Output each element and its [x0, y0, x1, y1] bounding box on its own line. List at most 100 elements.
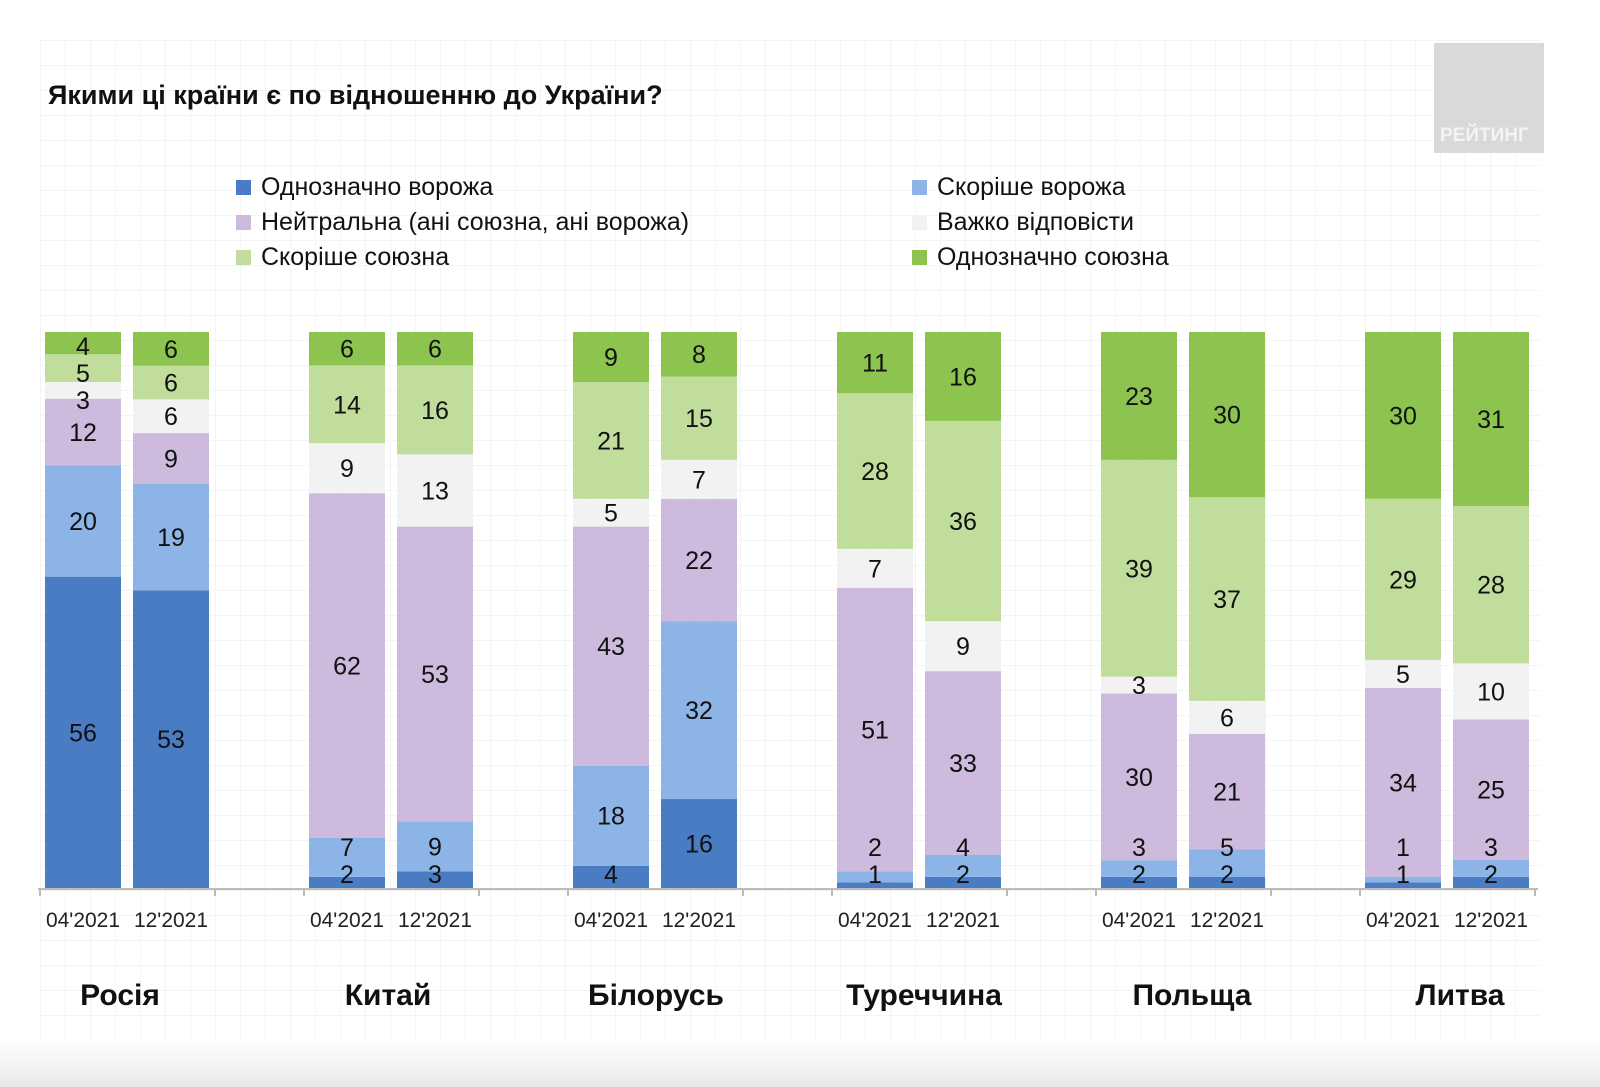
data-label: 33: [949, 750, 977, 778]
data-label: 31: [1477, 406, 1505, 434]
bar-segment: [1101, 693, 1177, 861]
logo-text: РЕЙТИНГ: [1440, 125, 1529, 146]
bar-segment: [1453, 663, 1529, 720]
bar-segment: [661, 621, 737, 800]
data-label: 30: [1389, 402, 1417, 430]
bar-segment: [397, 871, 473, 888]
bar-segment: [133, 590, 209, 888]
bar-segment: [925, 876, 1001, 888]
data-label: 51: [861, 717, 889, 745]
legend-label: Скоріше ворожа: [937, 173, 1126, 201]
bar-segment: [45, 354, 121, 383]
bar-segment: [309, 876, 385, 888]
data-label: 30: [1213, 402, 1241, 430]
bar-segment: [133, 433, 209, 484]
bar-segment: [133, 332, 209, 366]
data-label: 6: [1220, 704, 1234, 732]
x-tick-label: 04'2021: [1102, 909, 1176, 932]
bottom-fade: [0, 1040, 1600, 1087]
bar-segment: [573, 382, 649, 499]
bar-segment: [1189, 849, 1265, 877]
bar-segment: [573, 498, 649, 527]
data-label: 9: [340, 455, 354, 483]
data-label: 2: [1484, 861, 1498, 889]
bar-segment: [661, 799, 737, 888]
data-label: 3: [1132, 834, 1146, 862]
legend-label: Важко відповісти: [937, 208, 1134, 236]
data-label: 12: [69, 419, 97, 447]
bar-segment: [45, 398, 121, 466]
bar-segment: [1365, 876, 1441, 883]
bar-segment: [397, 332, 473, 366]
bar-segment: [1101, 860, 1177, 877]
data-label: 7: [692, 466, 706, 494]
rating-logo: РЕЙТИНГ: [1434, 43, 1544, 153]
x-tick-label: 04'2021: [310, 909, 384, 932]
bar-segment: [925, 671, 1001, 855]
bar-segment: [397, 454, 473, 527]
data-label: 5: [76, 360, 90, 388]
legend-swatch: [236, 180, 251, 195]
x-tick-label: 12'2021: [662, 909, 736, 932]
bar-segment: [1101, 676, 1177, 694]
bar-segment: [45, 332, 121, 355]
data-label: 53: [421, 661, 449, 689]
bar-segment: [1365, 498, 1441, 661]
data-label: 21: [1213, 779, 1241, 807]
legend-swatch: [236, 250, 251, 265]
bar-segment: [1453, 719, 1529, 860]
data-label: 36: [949, 508, 977, 536]
bar-segment: [661, 332, 737, 377]
bar-segment: [837, 871, 913, 883]
legend-item: Однозначно союзна: [912, 243, 1169, 272]
bar-segment: [45, 382, 121, 399]
bar-segment: [661, 459, 737, 499]
x-tick-label: 12'2021: [1454, 909, 1528, 932]
bar-segment: [397, 821, 473, 872]
data-label: 6: [428, 336, 442, 364]
bar-segment: [925, 854, 1001, 877]
x-tick-label: 12'2021: [134, 909, 208, 932]
bar-segment: [397, 526, 473, 822]
data-label: 14: [333, 391, 361, 419]
bar-segment: [925, 621, 1001, 672]
data-label: 4: [956, 834, 970, 862]
bar-segment: [45, 576, 121, 888]
legend-swatch: [236, 215, 251, 230]
bar-segment: [925, 332, 1001, 421]
legend-item: Важко відповісти: [912, 208, 1134, 237]
data-label: 2: [340, 861, 354, 889]
data-label: 19: [157, 524, 185, 552]
bar-segment: [45, 465, 121, 577]
bar-segment: [309, 365, 385, 444]
legend-item: Скоріше ворожа: [912, 173, 1126, 202]
data-label: 2: [1220, 861, 1234, 889]
data-label: 2: [1132, 861, 1146, 889]
legend-swatch: [912, 180, 927, 195]
data-label: 4: [604, 861, 618, 889]
bar-segment: [309, 837, 385, 877]
bar-segment: [573, 765, 649, 866]
data-label: 34: [1389, 769, 1417, 797]
bar-segment: [1365, 882, 1441, 888]
bar-segment: [661, 376, 737, 460]
data-label: 43: [597, 633, 625, 661]
x-tick-label: 04'2021: [838, 909, 912, 932]
country-label: Литва: [1416, 979, 1505, 1012]
data-label: 3: [1484, 834, 1498, 862]
data-label: 23: [1125, 383, 1153, 411]
bar-segment: [925, 420, 1001, 622]
bar-segment: [1189, 700, 1265, 734]
data-label: 28: [1477, 572, 1505, 600]
data-label: 13: [421, 477, 449, 505]
data-label: 39: [1125, 555, 1153, 583]
data-label: 9: [604, 344, 618, 372]
data-label: 56: [69, 719, 97, 747]
chart-title: Якими ці країни є по відношенню до Украї…: [48, 80, 663, 110]
data-label: 9: [428, 833, 442, 861]
data-label: 25: [1477, 777, 1505, 805]
data-label: 3: [1132, 672, 1146, 700]
data-label: 5: [1220, 834, 1234, 862]
x-tick-label: 04'2021: [46, 909, 120, 932]
